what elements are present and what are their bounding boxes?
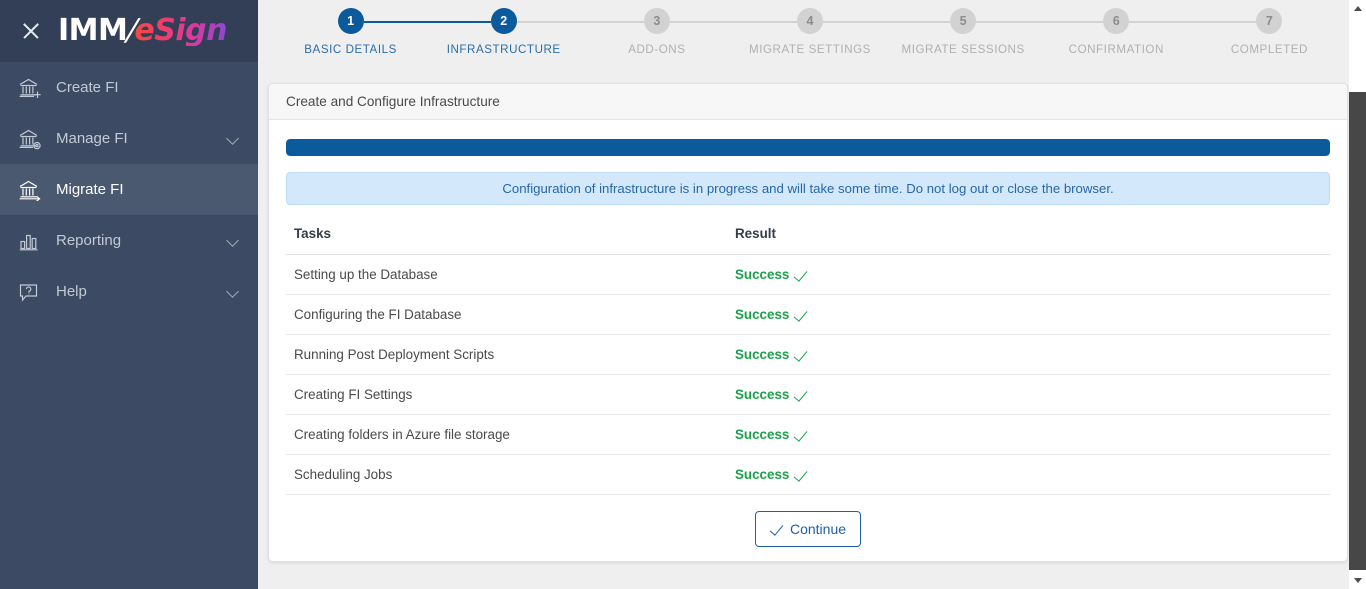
task-name: Configuring the FI Database	[286, 294, 727, 335]
step-completed[interactable]: 7 COMPLETED	[1192, 0, 1346, 78]
step-label: MIGRATE SESSIONS	[901, 43, 1025, 56]
check-icon	[794, 469, 806, 481]
chevron-down-icon[interactable]	[226, 285, 240, 299]
sidebar-nav: Create FI Manage FI	[0, 62, 258, 317]
step-label: COMPLETED	[1230, 43, 1308, 56]
table-row: Creating folders in Azure file storage S…	[286, 414, 1330, 455]
task-name: Setting up the Database	[286, 254, 727, 295]
sidebar-item-label: Create FI	[56, 79, 119, 96]
scroll-down-arrow-icon[interactable]	[1349, 572, 1366, 589]
step-number: 1	[337, 8, 364, 34]
info-alert: Configuration of infrastructure is in pr…	[286, 172, 1330, 205]
scrollbar-thumb[interactable]	[1349, 92, 1366, 570]
task-name: Scheduling Jobs	[286, 454, 727, 495]
card-body: Configuration of infrastructure is in pr…	[269, 120, 1347, 547]
step-label: BASIC DETAILS	[304, 43, 397, 56]
step-label: MIGRATE SETTINGS	[749, 43, 871, 56]
sidebar-item-migrate-fi[interactable]: Migrate FI	[0, 164, 258, 215]
step-basic-details[interactable]: 1 BASIC DETAILS	[274, 0, 428, 78]
sidebar-item-label: Reporting	[56, 232, 122, 249]
check-icon	[770, 523, 782, 535]
app-logo: IMM / eSign	[58, 13, 227, 48]
table-row: Running Post Deployment Scripts Success	[286, 334, 1330, 375]
step-number: 4	[796, 8, 823, 34]
bar-chart-icon	[18, 230, 52, 252]
sidebar-item-manage-fi[interactable]: Manage FI	[0, 113, 258, 164]
continue-button-label: Continue	[789, 521, 847, 537]
step-number: 7	[1256, 8, 1283, 34]
logo-imm: IMM	[58, 13, 128, 48]
task-result: Success	[727, 254, 1330, 295]
result-text: Success	[735, 307, 790, 322]
result-text: Success	[735, 387, 790, 402]
step-infrastructure[interactable]: 2 INFRASTRUCTURE	[427, 0, 581, 78]
vertical-scrollbar[interactable]	[1349, 0, 1366, 589]
step-confirmation[interactable]: 6 CONFIRMATION	[1039, 0, 1193, 78]
close-icon[interactable]	[18, 18, 44, 44]
sidebar-item-label: Help	[56, 283, 87, 300]
result-text: Success	[735, 267, 790, 282]
result-text: Success	[735, 347, 790, 362]
sidebar-item-label: Migrate FI	[56, 181, 124, 198]
step-migrate-settings[interactable]: 4 MIGRATE SETTINGS	[733, 0, 887, 78]
sidebar-item-reporting[interactable]: Reporting	[0, 215, 258, 266]
progress-track	[286, 139, 1330, 156]
task-result: Success	[727, 334, 1330, 375]
question-bubble-icon	[18, 281, 52, 303]
continue-button[interactable]: Continue	[754, 511, 862, 547]
sidebar-item-help[interactable]: Help	[0, 266, 258, 317]
table-row: Setting up the Database Success	[286, 254, 1330, 295]
brand-bar: IMM / eSign	[0, 0, 258, 62]
table-row: Configuring the FI Database Success	[286, 294, 1330, 335]
scroll-up-arrow-icon[interactable]	[1349, 0, 1366, 17]
bank-arrow-icon	[18, 179, 52, 201]
result-text: Success	[735, 427, 790, 442]
step-number: 2	[490, 8, 517, 34]
task-result: Success	[727, 414, 1330, 455]
progress-bar	[286, 139, 1330, 156]
check-icon	[794, 389, 806, 401]
table-row: Scheduling Jobs Success	[286, 454, 1330, 495]
check-icon	[794, 349, 806, 361]
logo-esign: eSign	[134, 13, 227, 48]
bank-plus-icon	[18, 77, 52, 99]
table-row: Creating FI Settings Success	[286, 374, 1330, 415]
step-number: 6	[1103, 8, 1130, 34]
step-label: INFRASTRUCTURE	[446, 43, 561, 56]
tasks-table: Tasks Result Setting up the Database Suc…	[286, 226, 1330, 495]
task-result: Success	[727, 374, 1330, 415]
task-name: Creating folders in Azure file storage	[286, 414, 727, 455]
task-name: Creating FI Settings	[286, 374, 727, 415]
task-result: Success	[727, 454, 1330, 495]
chevron-down-icon[interactable]	[226, 132, 240, 146]
check-icon	[794, 309, 806, 321]
sidebar-item-label: Manage FI	[56, 130, 128, 147]
main-content: 1 BASIC DETAILS 2 INFRASTRUCTURE 3 ADD-O…	[258, 0, 1366, 589]
step-label: CONFIRMATION	[1068, 43, 1164, 56]
column-header-tasks: Tasks	[286, 226, 727, 255]
step-migrate-sessions[interactable]: 5 MIGRATE SESSIONS	[886, 0, 1040, 78]
table-header-row: Tasks Result	[286, 226, 1330, 255]
card-title: Create and Configure Infrastructure	[269, 84, 1347, 120]
infrastructure-card: Create and Configure Infrastructure Conf…	[268, 83, 1348, 562]
check-icon	[794, 269, 806, 281]
result-text: Success	[735, 467, 790, 482]
task-result: Success	[727, 294, 1330, 335]
button-row: Continue	[286, 495, 1330, 547]
task-name: Running Post Deployment Scripts	[286, 334, 727, 375]
step-number: 3	[643, 8, 670, 34]
wizard-stepper: 1 BASIC DETAILS 2 INFRASTRUCTURE 3 ADD-O…	[258, 0, 1366, 78]
step-add-ons[interactable]: 3 ADD-ONS	[580, 0, 734, 78]
sidebar-item-create-fi[interactable]: Create FI	[0, 62, 258, 113]
step-number: 5	[950, 8, 977, 34]
column-header-result: Result	[727, 226, 1330, 255]
step-label: ADD-ONS	[628, 43, 686, 56]
check-icon	[794, 429, 806, 441]
bank-gear-icon	[18, 128, 52, 150]
chevron-down-icon[interactable]	[226, 234, 240, 248]
sidebar: IMM / eSign Create FI	[0, 0, 258, 589]
